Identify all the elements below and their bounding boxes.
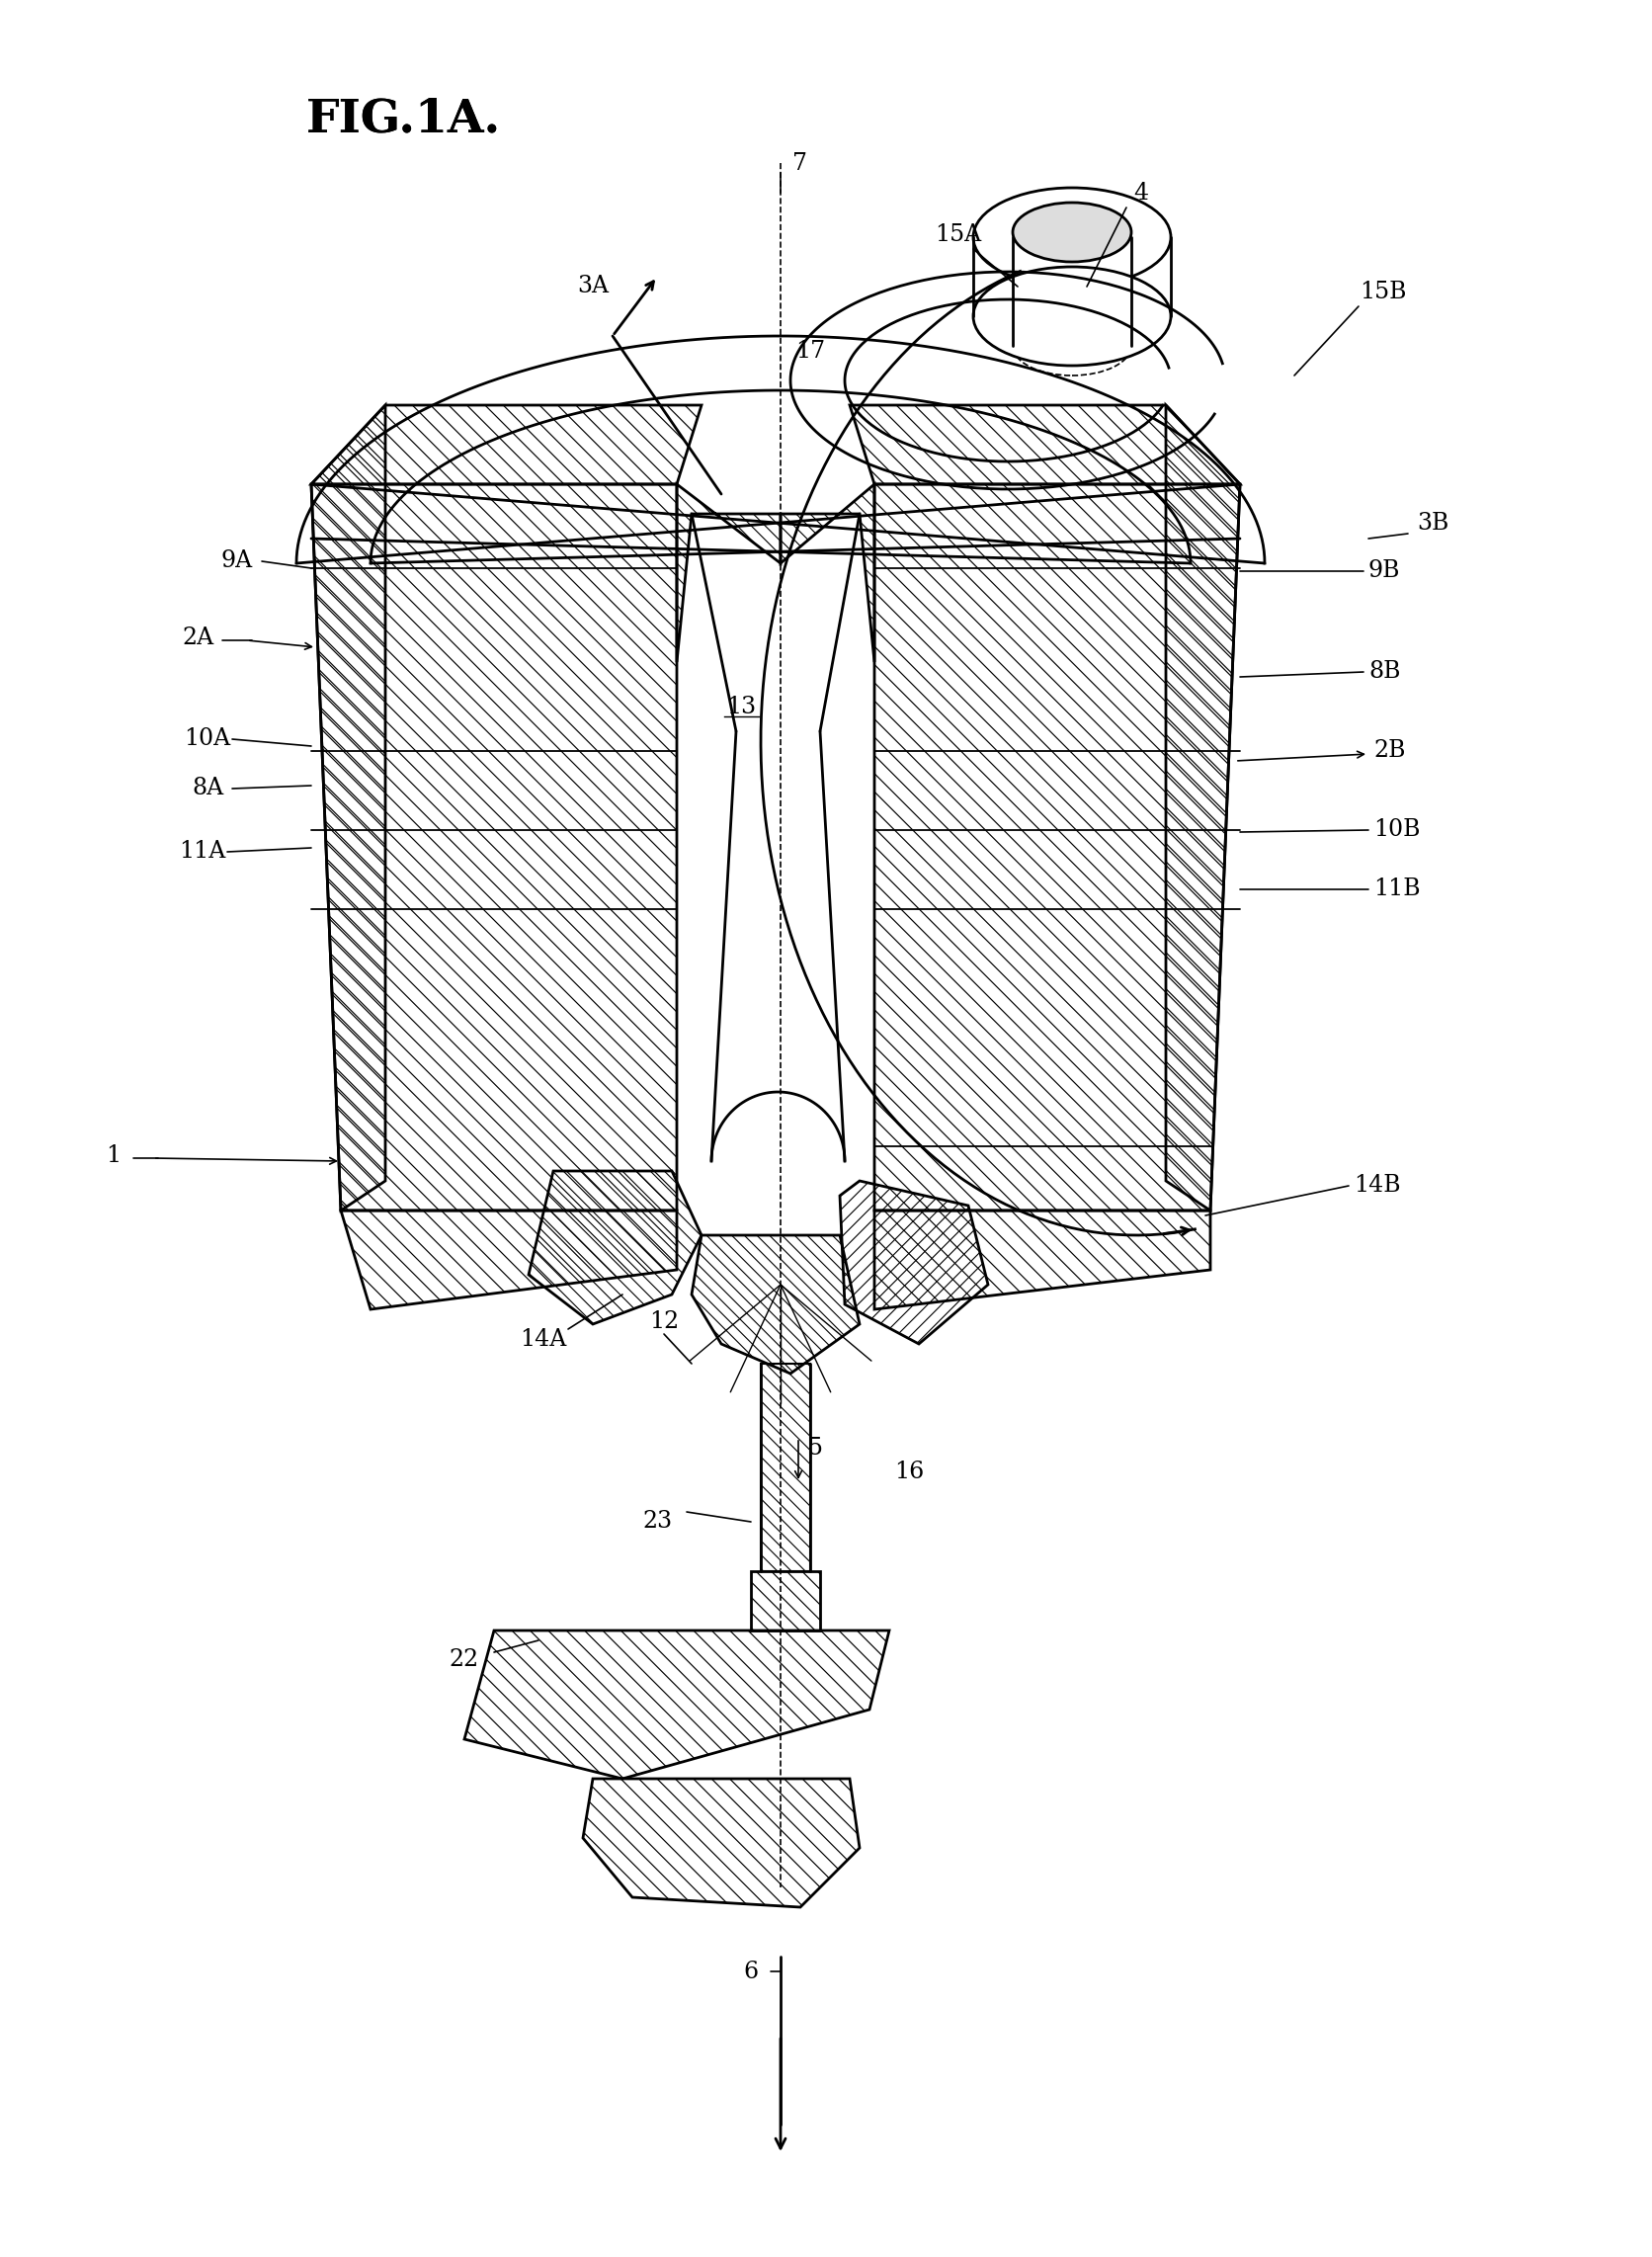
Polygon shape: [583, 1779, 859, 1907]
Text: 15A: 15A: [935, 223, 981, 246]
Text: 3B: 3B: [1417, 512, 1449, 535]
Polygon shape: [677, 485, 780, 661]
Text: 23: 23: [643, 1510, 672, 1533]
Text: 8B: 8B: [1368, 661, 1401, 684]
Text: 15B: 15B: [1360, 280, 1408, 302]
Text: 10B: 10B: [1373, 819, 1421, 842]
Polygon shape: [311, 485, 677, 1210]
Polygon shape: [762, 1363, 809, 1571]
Polygon shape: [780, 485, 874, 661]
Text: 5: 5: [808, 1435, 823, 1458]
Polygon shape: [311, 406, 385, 1210]
Text: 11A: 11A: [178, 840, 226, 862]
Text: 10A: 10A: [185, 727, 231, 752]
Text: FIG.1A.: FIG.1A.: [306, 95, 501, 142]
Text: 3A: 3A: [577, 275, 608, 298]
Text: 14B: 14B: [1353, 1174, 1401, 1196]
Text: 22: 22: [449, 1650, 479, 1672]
Polygon shape: [529, 1171, 702, 1325]
Text: 1: 1: [106, 1144, 121, 1167]
Polygon shape: [839, 1180, 988, 1343]
Ellipse shape: [1013, 316, 1132, 375]
Ellipse shape: [973, 187, 1171, 287]
Text: FIG.1A.: FIG.1A.: [306, 95, 501, 142]
Text: 12: 12: [649, 1311, 679, 1334]
Text: 2B: 2B: [1373, 740, 1406, 763]
Text: 17: 17: [795, 339, 824, 361]
Text: 7: 7: [793, 151, 808, 174]
Text: 8A: 8A: [192, 776, 223, 799]
Polygon shape: [1166, 406, 1241, 1210]
Text: 9A: 9A: [221, 551, 253, 573]
Polygon shape: [752, 1571, 819, 1630]
Polygon shape: [849, 406, 1241, 485]
Text: 16: 16: [894, 1460, 923, 1483]
Polygon shape: [874, 485, 1241, 1210]
Text: 2A: 2A: [182, 625, 213, 648]
Polygon shape: [311, 406, 702, 485]
Ellipse shape: [973, 266, 1171, 366]
Polygon shape: [340, 1210, 677, 1309]
Text: 13: 13: [727, 695, 757, 718]
Polygon shape: [874, 1210, 1211, 1309]
Polygon shape: [692, 1235, 859, 1375]
Text: 9B: 9B: [1368, 560, 1401, 582]
Text: 4: 4: [1133, 181, 1148, 203]
Text: 14A: 14A: [520, 1327, 567, 1350]
Polygon shape: [464, 1630, 889, 1779]
Text: 11B: 11B: [1373, 878, 1421, 901]
Text: 6: 6: [743, 1959, 758, 1984]
Ellipse shape: [1013, 203, 1132, 262]
